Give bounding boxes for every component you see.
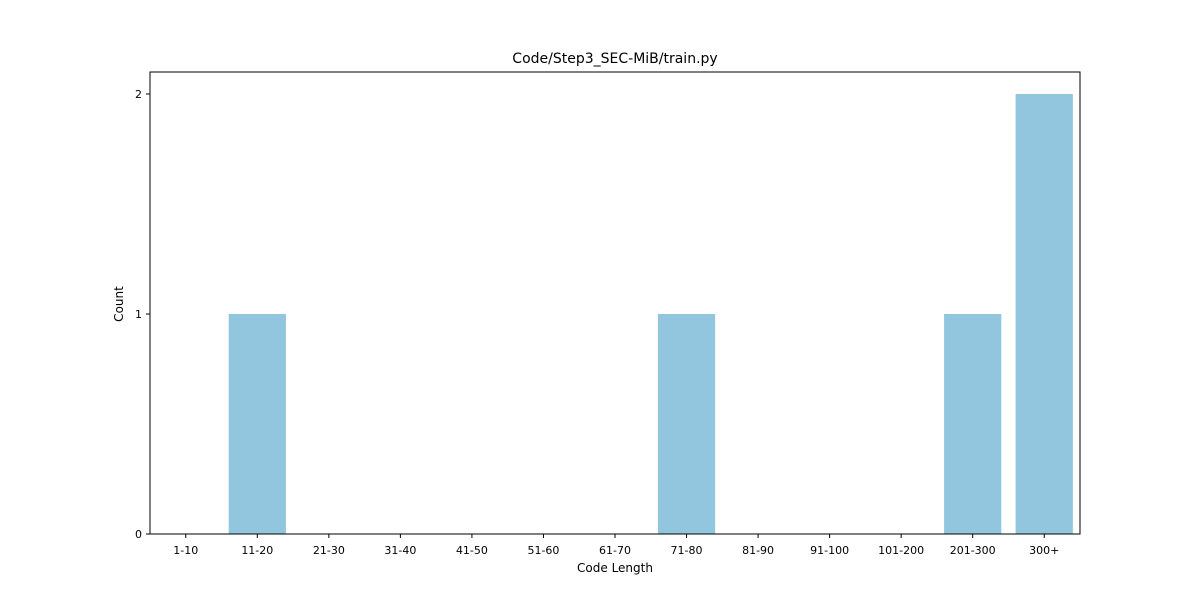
x-tick-label: 201-300 [950,544,996,557]
x-tick-label: 11-20 [241,544,273,557]
x-tick-label: 61-70 [599,544,631,557]
plot-frame [149,71,1081,535]
y-tick-label: 1 [135,308,142,321]
y-axis-ticks: 0 1 2 [135,88,150,541]
bar-300+ [1015,94,1073,534]
chart-title: Code/Step3_SEC-MiB/train.py [512,51,717,67]
y-tick-label: 0 [135,528,142,541]
y-tick-label: 2 [135,88,142,101]
bar-11-20 [228,314,286,534]
x-tick-label: 91-100 [810,544,849,557]
bars-group [228,94,1073,534]
bar-71-80 [657,314,716,534]
x-tick-label: 71-80 [671,544,703,557]
x-tick-label: 31-40 [384,544,416,557]
x-tick-label: 1-10 [173,544,198,557]
x-axis-label: Code Length [577,561,653,575]
x-tick-label: 41-50 [456,544,488,557]
x-tick-label: 21-30 [313,544,345,557]
x-tick-label: 51-60 [527,544,559,557]
x-tick-label: 101-200 [878,544,924,557]
bar-201-300 [944,314,1002,534]
x-tick-label: 300+ [1029,544,1059,557]
x-tick-label: 81-90 [742,544,774,557]
y-axis-label: Count [112,286,126,322]
x-axis-ticks: 1-10 11-20 21-30 31-40 41-50 51-60 61-70 71-80 8… [173,534,1059,557]
